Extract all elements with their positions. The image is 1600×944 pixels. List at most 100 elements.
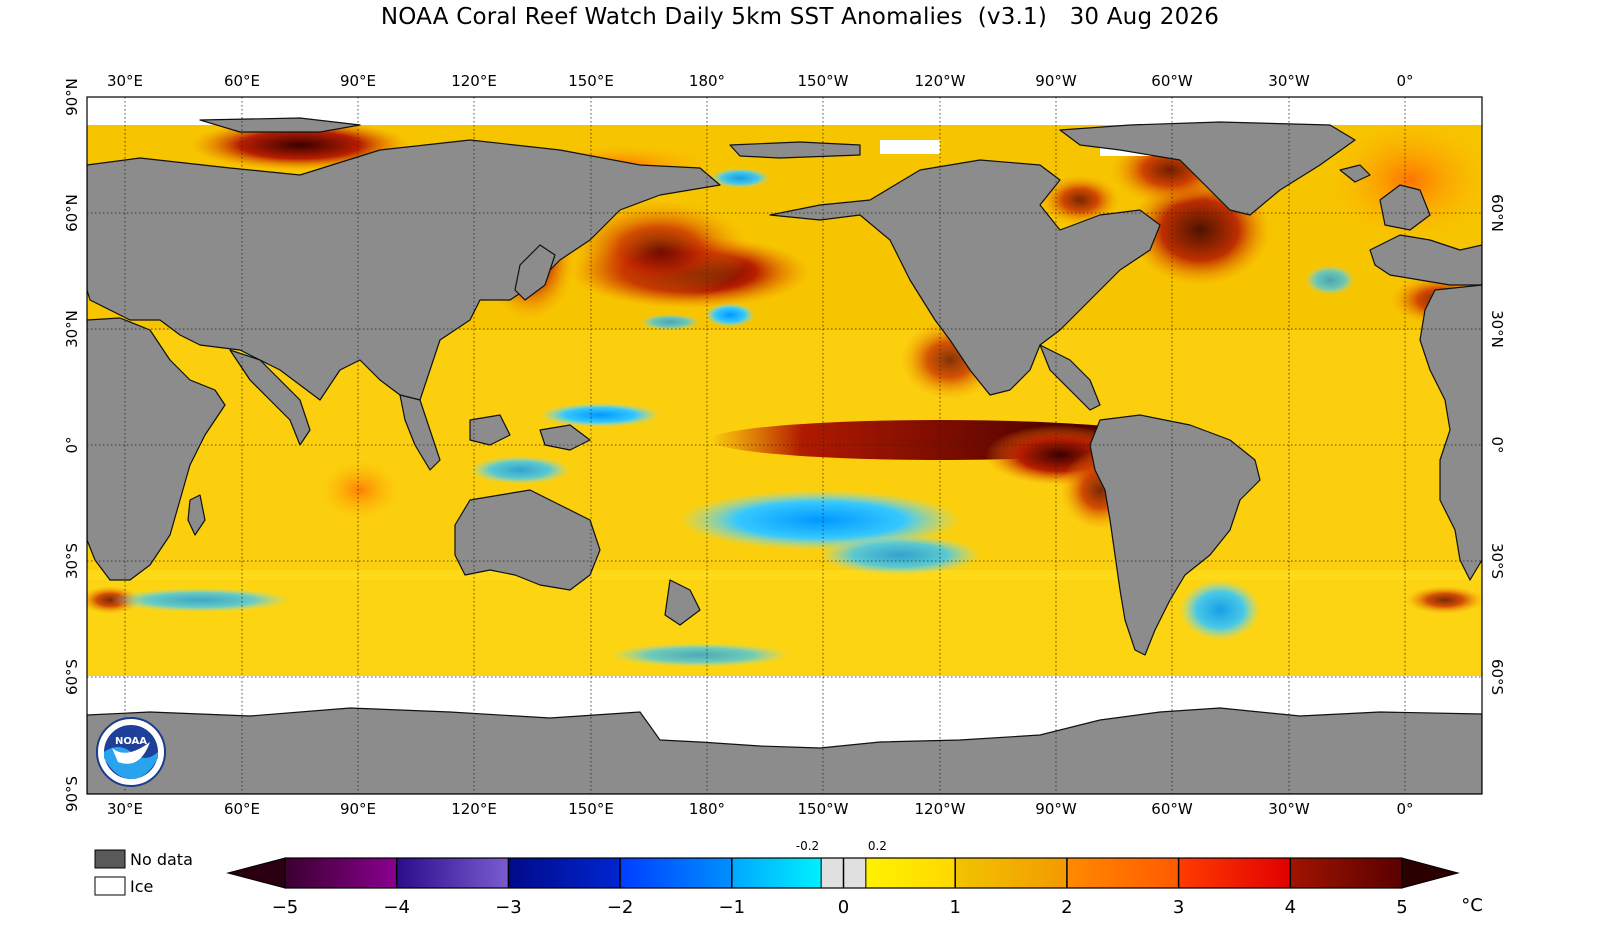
lon-label-top: 60°E xyxy=(224,72,260,90)
no-data-label: No data xyxy=(130,850,193,869)
new-zealand-land xyxy=(664,579,701,626)
south-pacific-cool-2 xyxy=(820,535,980,575)
colorbar-tick-label: 4 xyxy=(1285,897,1296,918)
eurasia-land xyxy=(87,139,721,401)
lat-label-right: 60°N xyxy=(1488,194,1506,232)
mid-atlantic-cool xyxy=(1305,265,1355,295)
colorbar-over-arrow xyxy=(1401,857,1460,889)
ocean-layer xyxy=(87,97,1482,794)
page-title: NOAA Coral Reef Watch Daily 5km SST Anom… xyxy=(380,4,1220,30)
africa-land xyxy=(87,317,226,581)
colorbar-segment xyxy=(508,858,621,888)
japan-land xyxy=(514,244,556,301)
falklands-cool xyxy=(1180,580,1260,640)
north-pacific-cool-2 xyxy=(640,314,700,330)
lon-label-top: 180° xyxy=(689,72,725,90)
north-pacific-cool xyxy=(705,303,755,327)
colorbar-tick-label: 2 xyxy=(1061,897,1072,918)
indian-ocean-warm xyxy=(320,460,400,520)
ice-label: Ice xyxy=(130,877,153,896)
lon-label-bottom: 60°W xyxy=(1151,800,1193,818)
colorbar-segment xyxy=(620,858,732,888)
lon-label-top: 90°W xyxy=(1035,72,1077,90)
colorbar-tick-label: −2 xyxy=(607,897,634,918)
indonesia-cool xyxy=(470,456,570,484)
borneo-land xyxy=(469,414,511,446)
colorbar-segment xyxy=(1066,858,1179,888)
colorbar-segment xyxy=(396,858,509,888)
lon-label-bottom: 30°E xyxy=(107,800,143,818)
colorbar-tick-label: −3 xyxy=(495,897,522,918)
lon-label-top: 150°W xyxy=(798,72,849,90)
lon-label-bottom: 150°W xyxy=(798,800,849,818)
lon-label-top: 60°W xyxy=(1151,72,1193,90)
india-land xyxy=(229,349,311,446)
lon-label-bottom: 120°W xyxy=(915,800,966,818)
colorbar-segment xyxy=(731,858,822,888)
madagascar-land xyxy=(187,494,206,536)
lat-label-left: 0° xyxy=(63,436,81,453)
lon-label-top: 90°E xyxy=(340,72,376,90)
graticule xyxy=(87,97,1482,794)
arctic-ice-pack xyxy=(880,140,940,154)
colorbar-tick-label: −4 xyxy=(383,897,410,918)
lat-labels-left: 90°N 60°N 30°N 0° 30°S 60°S 90°S xyxy=(63,78,81,812)
lat-labels-right: 60°N 30°N 0° 30°S 60°S xyxy=(1488,194,1506,695)
british-isles-land xyxy=(1379,184,1431,231)
colorbar-tick-label: 1 xyxy=(949,897,960,918)
north-america-land xyxy=(769,159,1161,396)
north-pacific-warm xyxy=(570,200,750,300)
lon-label-bottom: 0° xyxy=(1396,800,1413,818)
malay-land xyxy=(399,394,441,471)
lon-label-bottom: 30°W xyxy=(1268,800,1310,818)
iceland-land xyxy=(1339,164,1371,183)
colorbar-segment xyxy=(285,858,397,888)
lat-label-left: 30°N xyxy=(63,310,81,348)
australia-land xyxy=(454,489,601,591)
lat-label-left: 60°S xyxy=(63,659,81,695)
southern-indian-cool xyxy=(110,588,290,612)
antarctica-land xyxy=(87,707,1482,794)
lon-label-bottom: 150°E xyxy=(568,800,614,818)
europe-land xyxy=(1369,234,1482,286)
map-legend: No data Ice xyxy=(94,849,193,896)
lon-label-bottom: 60°E xyxy=(224,800,260,818)
land-layer xyxy=(87,117,1482,794)
north-atlantic-warm xyxy=(1330,120,1482,240)
lon-label-bottom: 90°E xyxy=(340,800,376,818)
colorbar-tick-label: 0 xyxy=(838,897,849,918)
southern-band xyxy=(87,570,1482,680)
lon-label-top: 120°E xyxy=(451,72,497,90)
colorbar-segment xyxy=(1178,858,1291,888)
lon-label-bottom: 120°E xyxy=(451,800,497,818)
africa-west-land xyxy=(1419,284,1482,581)
colorbar: −5 −4 −3 −2 −1 0 1 2 3 4 5 -0.2 0.2 °C xyxy=(226,839,1483,918)
colorbar-segment xyxy=(865,858,956,888)
lon-label-bottom: 90°W xyxy=(1035,800,1077,818)
svg-text:NOAA: NOAA xyxy=(115,736,147,747)
central-america-land xyxy=(1039,344,1101,411)
lat-label-left: 90°N xyxy=(63,78,81,116)
south-atlantic-warm xyxy=(1405,586,1482,614)
arctic-cool xyxy=(710,168,770,188)
hudson-warm xyxy=(1040,175,1120,225)
west-pacific-cool xyxy=(540,403,660,427)
lon-label-top: 150°E xyxy=(568,72,614,90)
arctic-islands-land xyxy=(199,117,361,133)
lat-label-right: 30°N xyxy=(1488,310,1506,348)
colorbar-small-tick-label: 0.2 xyxy=(868,839,887,853)
arctic-islands-land-2 xyxy=(729,141,861,159)
colorbar-tick-label: 3 xyxy=(1173,897,1184,918)
colorbar-under-arrow xyxy=(226,857,286,889)
lon-label-top: 30°E xyxy=(107,72,143,90)
lat-label-left: 30°S xyxy=(63,543,81,579)
lat-label-left: 90°S xyxy=(63,776,81,812)
lat-label-left: 60°N xyxy=(63,194,81,232)
colorbar-tick-label: −1 xyxy=(719,897,746,918)
colorbar-outline xyxy=(284,857,1403,889)
lat-label-right: 60°S xyxy=(1488,659,1506,695)
greenland-land xyxy=(1059,121,1356,216)
ice-swatch xyxy=(94,876,126,896)
lon-label-bottom: 180° xyxy=(689,800,725,818)
